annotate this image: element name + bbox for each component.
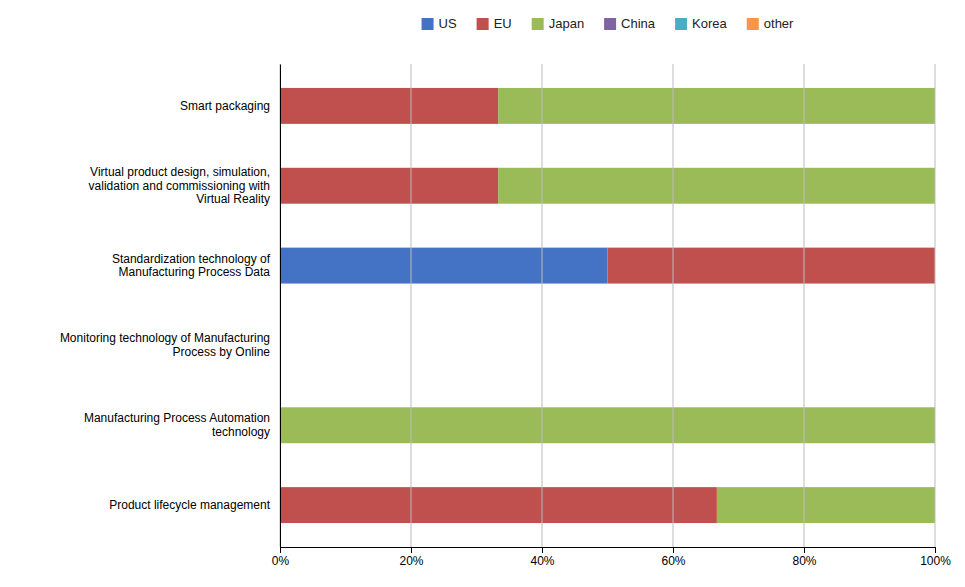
tick-label: Standardization technology ofManufacturi… <box>112 252 271 280</box>
tick-label-line: Manufacturing Process Data <box>119 265 271 279</box>
tick-mark <box>804 547 805 553</box>
tick-label: Manufacturing Process Automationtechnolo… <box>84 411 270 439</box>
grid-line <box>935 64 936 547</box>
tick-label: Monitoring technology of ManufacturingPr… <box>60 331 270 359</box>
tick-label-line: Smart packaging <box>180 99 270 113</box>
tick-label-line: Virtual Reality <box>196 192 270 206</box>
tick-label: Smart packaging <box>180 99 270 113</box>
tick-label-line: Standardization technology of <box>112 252 271 266</box>
grid-line <box>542 64 543 547</box>
tick: Smart packaging <box>180 99 280 113</box>
tick: Product lifecycle management <box>109 498 280 512</box>
tick-label-line: Manufacturing Process Automation <box>84 411 270 425</box>
tick-label: 80% <box>792 554 816 568</box>
bar-series <box>280 88 935 523</box>
tick-label-line: Process by Online <box>173 345 271 359</box>
tick-mark <box>542 547 543 553</box>
tick-label: 0% <box>272 554 290 568</box>
tick: 20% <box>399 547 423 568</box>
legend-label: other <box>764 16 794 31</box>
grid-line <box>673 64 674 547</box>
bar <box>280 88 498 124</box>
tick-mark <box>673 547 674 553</box>
legend-item: other <box>747 16 794 31</box>
plot-area: 0% 20% 40% 60% 80% 100% Smart packaging Virtual… <box>60 64 951 568</box>
tick: 100% <box>920 547 951 568</box>
axis-line <box>281 548 936 554</box>
tick-label-line: technology <box>212 425 270 439</box>
bar <box>498 168 935 204</box>
legend-label: EU <box>494 16 512 31</box>
legend-swatch <box>532 18 544 30</box>
legend-label: Japan <box>549 16 584 31</box>
tick-label-line: Monitoring technology of Manufacturing <box>60 331 270 345</box>
tick: Monitoring technology of ManufacturingPr… <box>60 331 280 359</box>
bar <box>498 88 935 124</box>
bar <box>717 487 935 523</box>
legend-item: EU <box>477 16 512 31</box>
bar <box>608 248 936 284</box>
tick: 0% <box>272 547 290 568</box>
tick: Standardization technology ofManufacturi… <box>112 252 280 280</box>
tick: Virtual product design, simulation,valid… <box>89 165 280 207</box>
tick-label: 100% <box>920 554 951 568</box>
tick-mark <box>280 547 281 553</box>
tick: 80% <box>792 547 816 568</box>
legend-swatch <box>477 18 489 30</box>
legend-swatch <box>675 18 687 30</box>
tick-label: Product lifecycle management <box>109 498 270 512</box>
tick-label-line: Product lifecycle management <box>109 498 270 512</box>
tick-label: Virtual product design, simulation,valid… <box>89 165 270 207</box>
legend-swatch <box>422 18 434 30</box>
tick: 60% <box>661 547 685 568</box>
legend-item: Korea <box>675 16 727 31</box>
grid-line <box>280 64 281 547</box>
axis-line <box>280 65 281 548</box>
tick-label: 40% <box>530 554 554 568</box>
bar <box>280 487 717 523</box>
bars <box>280 88 935 523</box>
bar-series <box>280 88 935 523</box>
legend-label: Korea <box>692 16 727 31</box>
tick: Manufacturing Process Automationtechnolo… <box>84 411 280 439</box>
legend: US EU Japan China Korea other <box>422 16 795 31</box>
grid-line <box>804 64 805 547</box>
legend-swatch <box>604 18 616 30</box>
bar <box>280 168 498 204</box>
tick: 40% <box>530 547 554 568</box>
bar <box>280 248 608 284</box>
legend-item: US <box>422 16 457 31</box>
tick-label-line: Virtual product design, simulation, <box>90 165 270 179</box>
legend-label: China <box>621 16 656 31</box>
chart-container: 0% 20% 40% 60% 80% 100% Smart packaging Virtual… <box>0 0 965 587</box>
tick-label: 20% <box>399 554 423 568</box>
tick-label: 60% <box>661 554 685 568</box>
legend-swatch <box>747 18 759 30</box>
tick-mark <box>935 547 936 553</box>
category-axis: Smart packaging Virtual product design, s… <box>60 65 281 548</box>
value-axis: 0% 20% 40% 60% 80% 100% <box>272 547 951 568</box>
bar-series <box>280 248 608 284</box>
tick-label-line: validation and commissioning with <box>89 179 270 193</box>
legend-item: Japan <box>532 16 584 31</box>
grid <box>280 64 935 547</box>
bar <box>280 407 935 443</box>
legend-item: China <box>604 16 656 31</box>
legend-label: US <box>439 16 457 31</box>
chart-svg: 0% 20% 40% 60% 80% 100% Smart packaging Virtual… <box>0 0 965 587</box>
tick-mark <box>411 547 412 553</box>
grid-line <box>411 64 412 547</box>
